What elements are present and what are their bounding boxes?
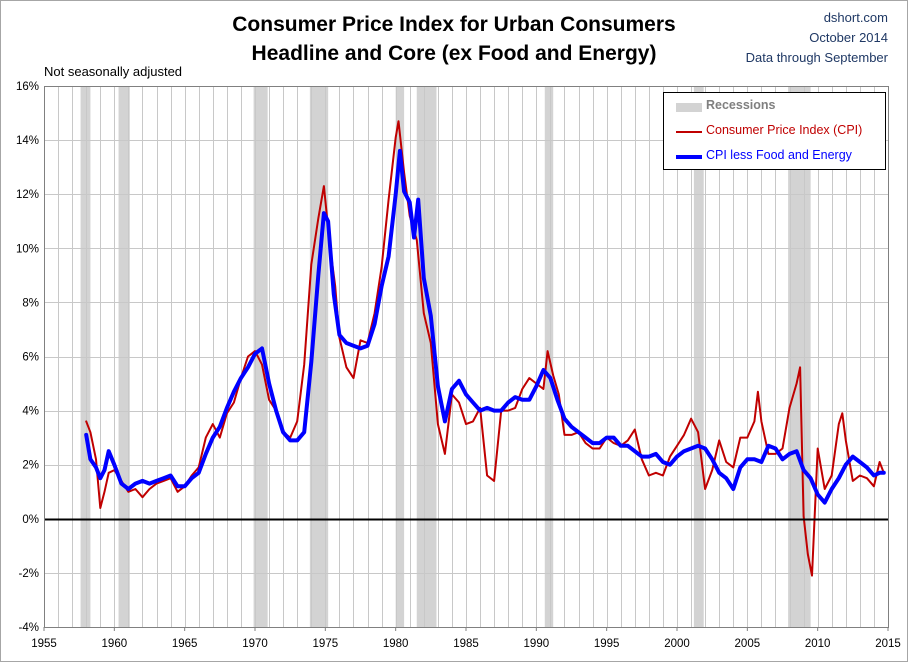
x-tick-label: 1980 [383, 638, 409, 650]
legend-swatch-recessions [676, 103, 702, 112]
credit-date: October 2014 [809, 30, 888, 45]
x-tick-label: 1965 [172, 638, 198, 650]
recession-band-2 [253, 86, 268, 627]
y-tick-label: 0% [22, 514, 39, 526]
recession-band-1 [118, 86, 130, 627]
adjustment-note: Not seasonally adjusted [44, 64, 183, 79]
x-tick-label: 1975 [313, 638, 339, 650]
y-tick-label: 8% [22, 297, 39, 309]
recession-band-4 [395, 86, 405, 627]
y-tick-label: -4% [19, 622, 39, 634]
series-line-core [84, 148, 886, 505]
chart-title-line2: Headline and Core (ex Food and Energy) [251, 42, 657, 65]
y-tick-label: 4% [22, 406, 39, 418]
y-tick-label: 10% [16, 243, 39, 255]
legend-label-cpi: Consumer Price Index (CPI) [706, 123, 863, 137]
y-tick-label: -2% [19, 568, 39, 580]
y-tick-label: 2% [22, 460, 39, 472]
recession-band-0 [80, 86, 91, 627]
recession-band-8 [788, 86, 811, 627]
recession-band-7 [693, 86, 704, 627]
credit-site: dshort.com [823, 10, 888, 25]
x-tick-label: 2000 [664, 638, 690, 650]
y-tick-label: 16% [16, 81, 39, 93]
y-tick-label: 12% [16, 189, 39, 201]
x-tick-label: 1995 [594, 638, 620, 650]
legend-swatch-cpi [676, 131, 702, 133]
legend-label-recessions: Recessions [706, 98, 776, 112]
x-tick-label: 1970 [242, 638, 268, 650]
credit-block: dshort.com October 2014 Data through Sep… [688, 8, 888, 68]
x-tick-label: 1990 [524, 638, 550, 650]
credit-data-through: Data through September [745, 50, 888, 65]
x-tick-label: 1985 [453, 638, 479, 650]
y-tick-label: 6% [22, 352, 39, 364]
legend: Recessions Consumer Price Index (CPI) CP… [663, 92, 886, 170]
legend-label-core: CPI less Food and Energy [706, 148, 852, 162]
x-tick-label: 2010 [805, 638, 831, 650]
x-tick-label: 1955 [31, 638, 57, 650]
chart-title-line1: Consumer Price Index for Urban Consumers [232, 13, 676, 36]
y-tick-label: 14% [16, 135, 39, 147]
x-tick-label: 2015 [875, 638, 901, 650]
legend-swatch-core [676, 155, 702, 159]
x-tick-label: 1960 [102, 638, 128, 650]
x-tick-label: 2005 [735, 638, 761, 650]
chart-title: Consumer Price Index for Urban Consumers… [130, 10, 778, 68]
